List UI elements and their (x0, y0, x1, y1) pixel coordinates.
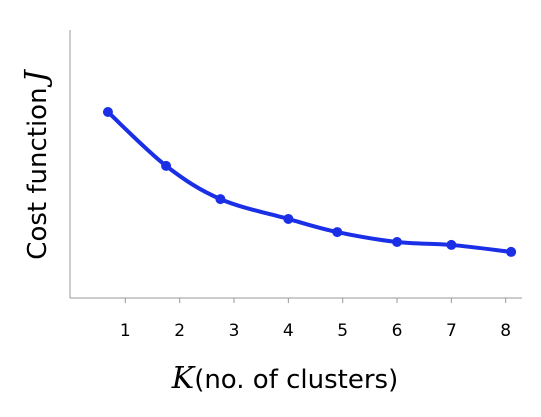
y-axis-label: Cost function J (19, 68, 54, 259)
x-label-symbol: K (171, 361, 196, 396)
data-point (161, 160, 172, 171)
x-axis-label: K(no. of clusters) (171, 361, 398, 396)
data-point (392, 236, 403, 247)
x-tick-label: 4 (283, 321, 294, 341)
data-point (215, 194, 226, 205)
data-point (446, 239, 457, 250)
x-tick-label: 3 (229, 321, 240, 341)
data-point (283, 213, 294, 224)
x-tick-label: 6 (392, 321, 403, 341)
y-label-symbol: J (19, 68, 54, 88)
x-tick-label: 1 (120, 321, 131, 341)
x-tick-label: 8 (500, 321, 511, 341)
data-point (506, 246, 517, 257)
y-label-text: Cost function (23, 87, 53, 259)
cost-curve (105, 110, 514, 254)
x-tick-label: 5 (337, 321, 348, 341)
data-point (102, 107, 113, 118)
x-label-text: (no. of clusters) (194, 365, 398, 395)
x-tick-label: 2 (174, 321, 185, 341)
data-point (332, 227, 343, 238)
x-tick-label: 7 (446, 321, 457, 341)
